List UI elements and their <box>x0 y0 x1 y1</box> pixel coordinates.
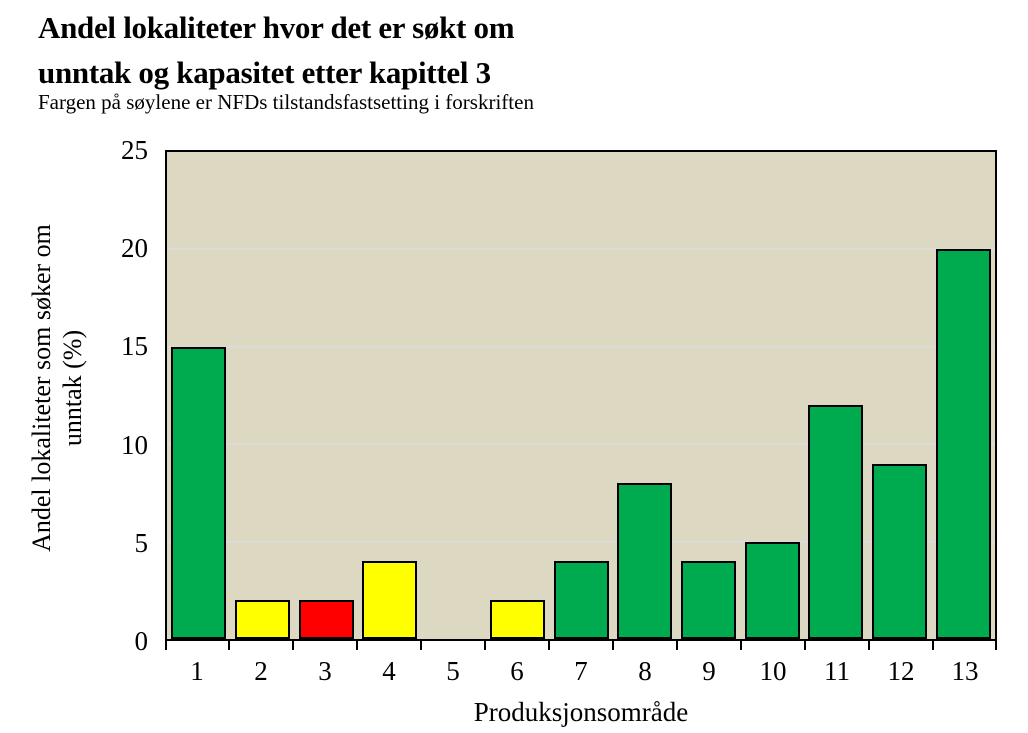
bar-category-12 <box>871 463 927 639</box>
x-tick-label-1: 1 <box>190 656 204 686</box>
x-ticks <box>165 641 997 651</box>
gridlines <box>167 152 995 639</box>
bar-category-13 <box>935 249 991 639</box>
x-tick-label-7: 7 <box>574 656 588 686</box>
bar-category-7 <box>553 561 609 639</box>
plot-area <box>165 150 997 641</box>
x-tick-label-6: 6 <box>510 656 524 686</box>
gridline-20 <box>167 248 995 251</box>
x-tick-label-2: 2 <box>254 656 268 686</box>
y-tick-label-15: 15 <box>121 331 148 362</box>
x-tick-label-4: 4 <box>382 656 396 686</box>
chart-subtitle: Fargen på søylene er NFDs tilstandsfasts… <box>38 90 534 114</box>
x-tick <box>995 641 997 650</box>
bar-category-4 <box>362 561 418 639</box>
bar-category-9 <box>680 561 736 639</box>
x-tick-label-12: 12 <box>887 656 915 686</box>
x-tick <box>804 641 806 650</box>
x-tick <box>740 641 742 650</box>
x-tick-labels: 1 2 3 4 5 6 7 8 9 10 11 12 13 <box>165 655 997 689</box>
x-tick-label-13: 13 <box>951 656 979 686</box>
bar-category-8 <box>617 483 673 639</box>
x-tick-label-9: 9 <box>702 656 716 686</box>
x-tick-label-11: 11 <box>824 656 850 686</box>
x-tick <box>868 641 870 650</box>
y-tick-label-10: 10 <box>121 429 148 460</box>
chart-title-line-1: Andel lokaliteter hvor det er søkt om <box>38 10 515 45</box>
x-tick <box>420 641 422 650</box>
bar-category-10 <box>744 541 800 639</box>
x-tick-label-10: 10 <box>759 656 787 686</box>
x-axis-title: Produksjonsområde <box>473 697 689 727</box>
y-tick-label-20: 20 <box>121 233 148 264</box>
gridline-5 <box>167 540 995 543</box>
x-tick <box>165 641 167 650</box>
x-tick-label-5: 5 <box>446 656 460 686</box>
y-tick-label-25: 25 <box>121 135 148 165</box>
bar-category-11 <box>808 405 864 639</box>
x-tick <box>484 641 486 650</box>
y-tick-label-5: 5 <box>134 527 149 558</box>
x-tick <box>548 641 550 650</box>
gridline-10 <box>167 443 995 446</box>
y-axis-label-line-1: Andel lokaliteter som søker om <box>27 224 56 552</box>
y-tick-label-0: 0 <box>134 626 149 656</box>
x-tick <box>676 641 678 650</box>
bar-category-6 <box>489 600 545 639</box>
x-tick <box>356 641 358 650</box>
x-tick <box>932 641 934 650</box>
x-tick-label-3: 3 <box>318 656 332 686</box>
x-tick <box>228 641 230 650</box>
bar-category-3 <box>298 600 354 639</box>
bar-category-1 <box>171 346 227 639</box>
chart-title: Andel lokaliteter hvor det er søkt om un… <box>38 5 515 95</box>
chart-title-line-2: unntak og kapasitet etter kapittel 3 <box>38 55 491 90</box>
bar-category-2 <box>235 600 291 639</box>
gridline-15 <box>167 345 995 348</box>
x-tick <box>292 641 294 650</box>
x-tick-label-8: 8 <box>638 656 652 686</box>
y-tick-labels: 0 5 10 15 20 25 <box>78 135 149 656</box>
bars <box>167 152 995 639</box>
x-tick <box>612 641 614 650</box>
